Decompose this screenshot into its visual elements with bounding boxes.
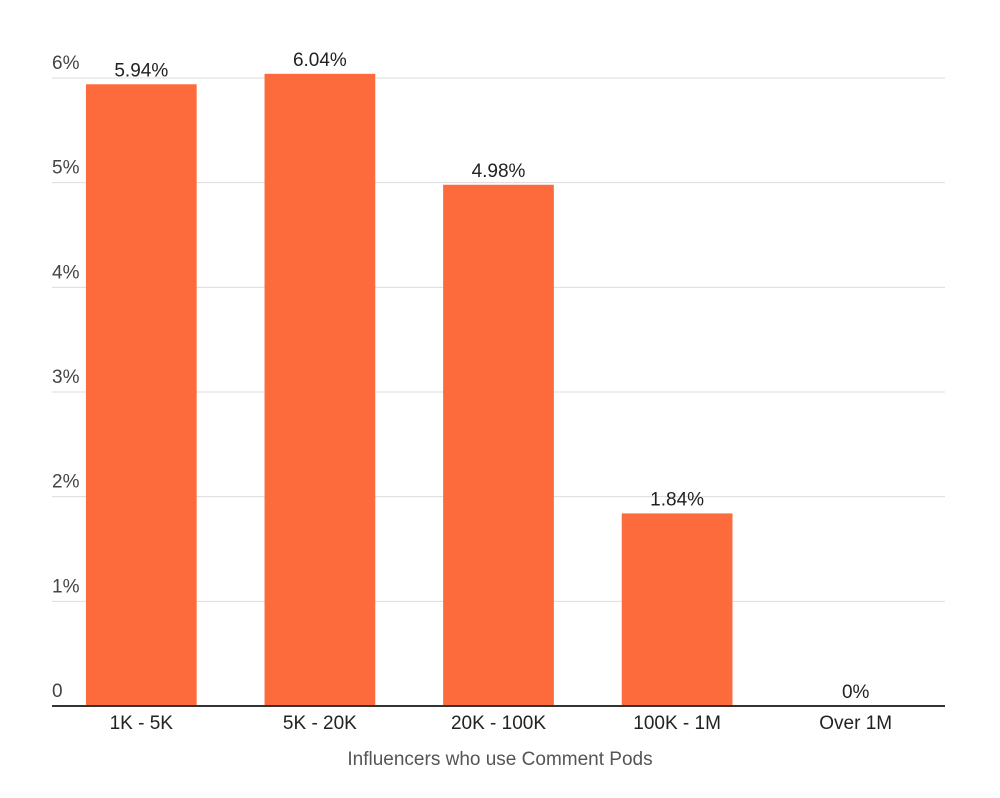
y-tick-label: 0 bbox=[52, 681, 63, 702]
value-label: 6.04% bbox=[293, 50, 347, 71]
x-tick-label: 20K - 100K bbox=[451, 713, 546, 734]
bar bbox=[443, 184, 554, 706]
y-tick-label: 6% bbox=[52, 53, 80, 74]
x-tick-label: 100K - 1M bbox=[633, 713, 721, 734]
bar bbox=[85, 84, 197, 706]
x-tick-label: Over 1M bbox=[819, 713, 892, 734]
bar bbox=[621, 513, 733, 706]
value-label: 0% bbox=[842, 682, 870, 703]
y-tick-label: 2% bbox=[52, 472, 80, 493]
bar bbox=[264, 73, 376, 706]
y-tick-label: 3% bbox=[52, 367, 80, 388]
y-tick-label: 4% bbox=[52, 262, 80, 283]
y-tick-label: 5% bbox=[52, 158, 80, 179]
x-tick-label: 5K - 20K bbox=[283, 713, 357, 734]
value-label: 1.84% bbox=[650, 489, 704, 510]
value-label: 5.94% bbox=[114, 60, 168, 81]
x-tick-label: 1K - 5K bbox=[110, 713, 174, 734]
value-label: 4.98% bbox=[472, 161, 526, 182]
y-tick-label: 1% bbox=[52, 576, 80, 597]
x-axis-title: Influencers who use Comment Pods bbox=[347, 749, 652, 770]
